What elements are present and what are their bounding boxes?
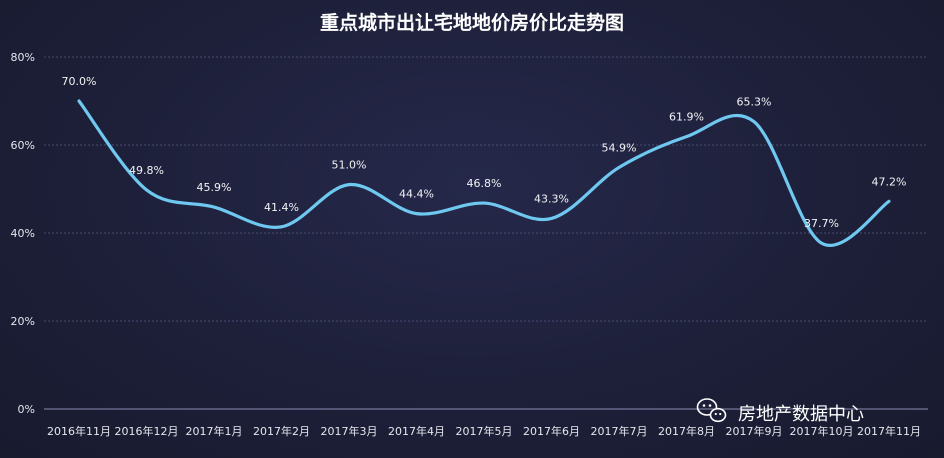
data-label: 41.4% [264,201,299,214]
chart-title: 重点城市出让宅地地价房价比走势图 [320,11,624,34]
data-label: 51.0% [332,159,367,172]
series-layer [77,99,891,247]
data-label: 44.4% [399,188,434,201]
data-label: 46.8% [467,177,502,190]
x-tick-label: 2017年8月 [658,424,715,438]
data-label: 65.3% [737,96,772,109]
data-label: 45.9% [197,181,232,194]
y-axis-ticks: 0% 20% 40% 60% 80% [11,51,35,416]
y-tick-label: 20% [11,315,35,328]
x-tick-label: 2016年11月 [47,424,111,438]
data-labels: 70.0% 49.8% 45.9% 41.4% 51.0% 44.4% 46.8% 43.3%… [62,75,907,230]
data-label: 54.9% [602,141,637,154]
y-tick-label: 60% [11,139,35,152]
data-label: 70.0% [62,75,97,88]
watermark: 房地产数据中心 [696,398,864,425]
y-tick-label: 0% [18,403,35,416]
y-tick-label: 40% [11,227,35,240]
data-label: 37.7% [804,217,839,230]
data-label: 47.2% [872,175,907,188]
x-tick-label: 2017年9月 [726,424,783,438]
x-tick-label: 2017年1月 [186,424,243,438]
x-tick-label: 2017年3月 [321,424,378,438]
x-tick-label: 2017年6月 [523,424,580,438]
watermark-text: 房地产数据中心 [738,404,864,425]
x-tick-label: 2017年7月 [591,424,648,438]
series-line [77,99,891,247]
y-tick-label: 80% [11,51,35,64]
data-label: 61.9% [669,111,704,124]
x-tick-label: 2017年2月 [253,424,310,438]
wechat-icon [696,398,727,423]
data-label: 49.8% [129,164,164,177]
x-tick-label: 2017年10月 [790,424,854,438]
x-axis-ticks: 2016年11月 2016年12月 2017年1月 2017年2月 2017年3月 201… [47,424,921,438]
x-tick-label: 2016年12月 [115,424,179,438]
x-tick-label: 2017年4月 [388,424,445,438]
x-tick-label: 2017年5月 [456,424,513,438]
grid-layer [44,56,928,410]
data-label: 43.3% [534,192,569,205]
x-tick-label: 2017年11月 [857,424,921,438]
